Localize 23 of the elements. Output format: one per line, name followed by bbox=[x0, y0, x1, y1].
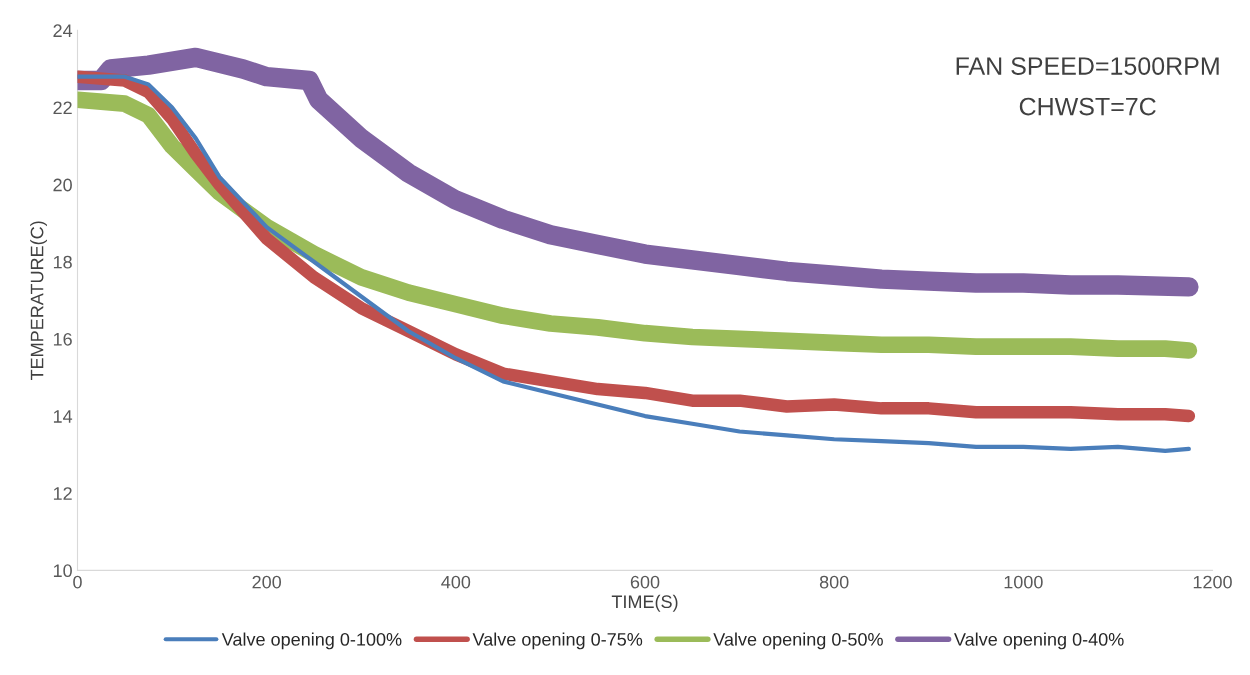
legend-label: Valve opening 0-40% bbox=[954, 632, 1124, 650]
y-tick-label: 16 bbox=[53, 332, 72, 346]
annotation: CHWST=7C bbox=[1019, 97, 1156, 116]
y-tick-label: 14 bbox=[53, 410, 73, 423]
y-tick-label: 18 bbox=[53, 255, 72, 269]
x-tick-label: 800 bbox=[819, 575, 849, 589]
x-tick-label: 1000 bbox=[1004, 575, 1043, 589]
y-tick-label: 22 bbox=[53, 101, 72, 115]
y-tick-label: 24 bbox=[53, 24, 73, 37]
legend-label: Valve opening 0-50% bbox=[713, 632, 883, 650]
x-tick-label: 600 bbox=[630, 575, 660, 589]
y-tick-label: 12 bbox=[53, 487, 72, 500]
x-tick-label: 200 bbox=[252, 575, 282, 589]
legend-label: Valve opening 0-100% bbox=[221, 632, 402, 650]
x-tick-label: 0 bbox=[73, 575, 82, 589]
y-tick-label: 20 bbox=[53, 178, 72, 192]
x-tick-label: 400 bbox=[441, 575, 471, 589]
y-axis-title: TEMPERATURE(C) bbox=[30, 221, 47, 381]
y-tick-label: 10 bbox=[53, 564, 72, 578]
annotation: FAN SPEED=1500RPM bbox=[956, 57, 1219, 75]
x-axis-title: TIME(S) bbox=[611, 594, 678, 612]
legend-label: Valve opening 0-75% bbox=[472, 632, 643, 650]
x-tick-label: 1200 bbox=[1193, 575, 1232, 589]
